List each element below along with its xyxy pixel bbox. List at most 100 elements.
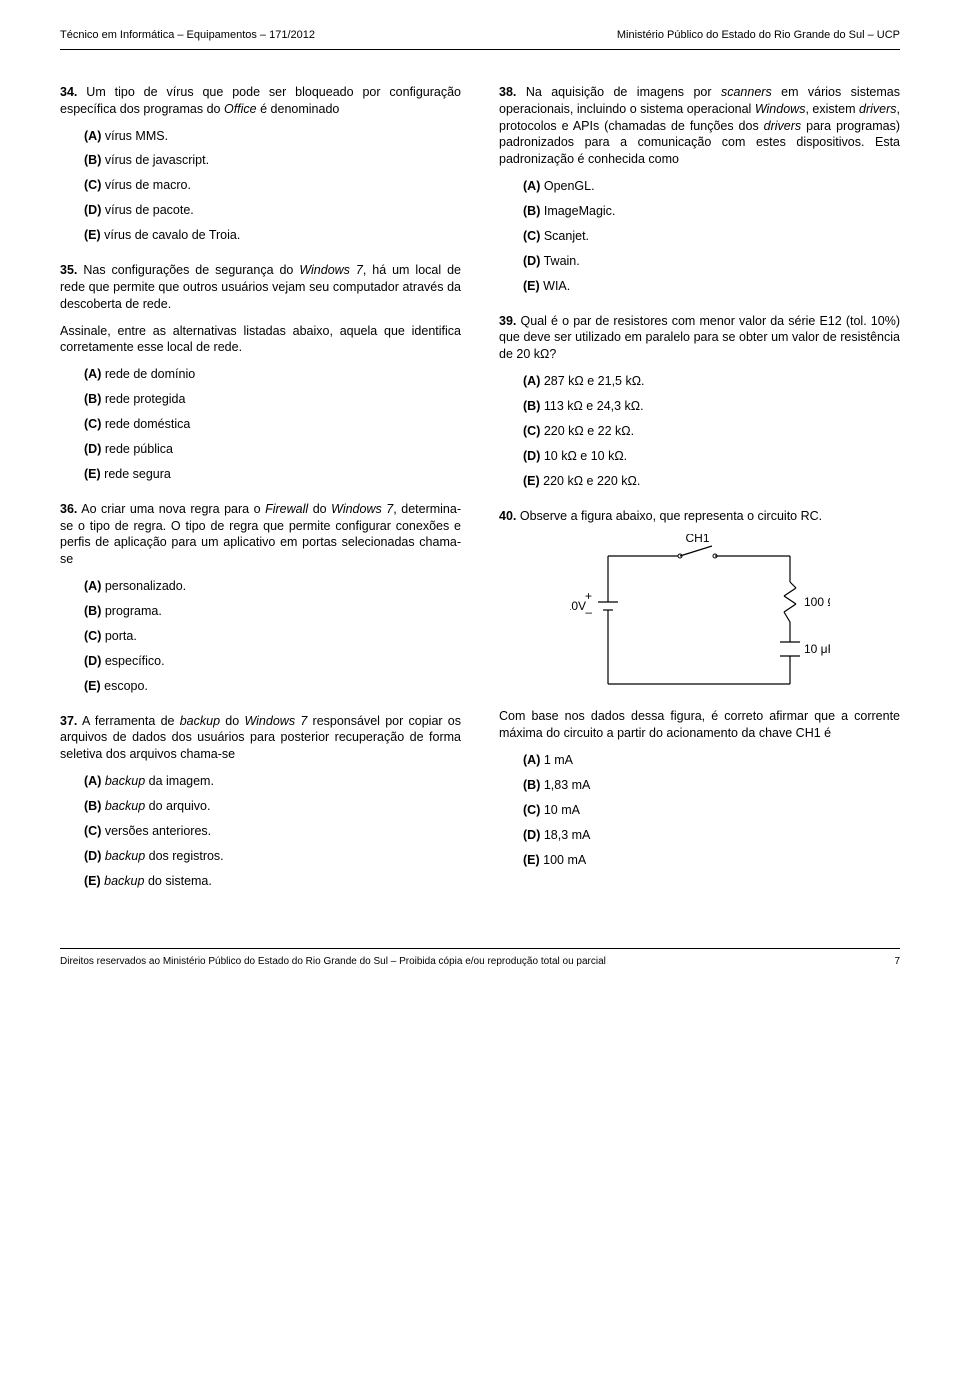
q39-body: Qual é o par de resistores com menor val…	[499, 314, 900, 362]
q35-pre: Nas configurações de segurança do	[83, 263, 299, 277]
q34-alt-e: (E) vírus de cavalo de Troia.	[60, 227, 461, 244]
header-right: Ministério Público do Estado do Rio Gran…	[617, 28, 900, 43]
q36-d: específico.	[105, 654, 165, 668]
q40-e: 100 mA	[543, 853, 586, 867]
q37-pre: A ferramenta de	[82, 714, 180, 728]
q36-alt-c: (C) porta.	[60, 628, 461, 645]
q36-pre: Ao criar uma nova regra para o	[81, 502, 265, 516]
alt-label-e: (E)	[523, 279, 540, 293]
alt-label-c: (C)	[523, 803, 540, 817]
alt-label-e: (E)	[84, 228, 101, 242]
alt-label-d: (D)	[523, 254, 540, 268]
alt-label-c: (C)	[84, 178, 101, 192]
content-columns: 34. Um tipo de vírus que pode ser bloque…	[60, 84, 900, 908]
q35-c: rede doméstica	[105, 417, 190, 431]
q35-alt-b: (B) rede protegida	[60, 391, 461, 408]
q34-alt-c: (C) vírus de macro.	[60, 177, 461, 194]
q36-e: escopo.	[104, 679, 148, 693]
q40-d: 18,3 mA	[544, 828, 591, 842]
q37-alt-d: (D) backup dos registros.	[60, 848, 461, 865]
right-column: 38. Na aquisição de imagens por scanners…	[499, 84, 900, 908]
alt-label-a: (A)	[84, 367, 101, 381]
q38-alt-a: (A) OpenGL.	[499, 178, 900, 195]
q39-text: 39. Qual é o par de resistores com menor…	[499, 313, 900, 364]
alt-label-a: (A)	[84, 774, 101, 788]
q36-num: 36.	[60, 502, 77, 516]
circuit-svg: CH1+–10V100 Ω10 μF	[570, 534, 830, 694]
alt-label-e: (E)	[523, 853, 540, 867]
q37-a-it: backup	[105, 774, 145, 788]
alt-label-b: (B)	[523, 778, 540, 792]
question-40: 40. Observe a figura abaixo, que represe…	[499, 508, 900, 869]
alt-label-b: (B)	[84, 799, 101, 813]
q39-d: 10 kΩ e 10 kΩ.	[544, 449, 627, 463]
q39-alt-e: (E) 220 kΩ e 220 kΩ.	[499, 473, 900, 490]
q37-c: versões anteriores.	[105, 824, 211, 838]
q38-num: 38.	[499, 85, 516, 99]
q35-a: rede de domínio	[105, 367, 195, 381]
q37-e-it: backup	[104, 874, 144, 888]
q38-d: Twain.	[544, 254, 580, 268]
q34-alt-d: (D) vírus de pacote.	[60, 202, 461, 219]
alt-label-c: (C)	[84, 417, 101, 431]
q38-e: WIA.	[543, 279, 570, 293]
alt-label-a: (A)	[84, 129, 101, 143]
q34-b: vírus de javascript.	[105, 153, 209, 167]
alt-label-c: (C)	[523, 424, 540, 438]
svg-text:CH1: CH1	[685, 534, 709, 545]
q35-alt-a: (A) rede de domínio	[60, 366, 461, 383]
alt-label-e: (E)	[84, 467, 101, 481]
q35-sub: Assinale, entre as alternativas listadas…	[60, 323, 461, 357]
q37-alt-a: (A) backup da imagem.	[60, 773, 461, 790]
q39-alt-a: (A) 287 kΩ e 21,5 kΩ.	[499, 373, 900, 390]
alt-label-c: (C)	[84, 629, 101, 643]
q36-alt-e: (E) escopo.	[60, 678, 461, 695]
q37-alt-b: (B) backup do arquivo.	[60, 798, 461, 815]
svg-text:10 μF: 10 μF	[804, 642, 830, 656]
alt-label-e: (E)	[84, 679, 101, 693]
q40-b: 1,83 mA	[544, 778, 591, 792]
question-35: 35. Nas configurações de segurança do Wi…	[60, 262, 461, 483]
q37-d-post: dos registros.	[145, 849, 224, 863]
q38-alt-e: (E) WIA.	[499, 278, 900, 295]
q40-sub: Com base nos dados dessa figura, é corre…	[499, 708, 900, 742]
alt-label-e: (E)	[523, 474, 540, 488]
q37-italic1: backup	[180, 714, 220, 728]
q39-alt-d: (D) 10 kΩ e 10 kΩ.	[499, 448, 900, 465]
q34-c: vírus de macro.	[105, 178, 191, 192]
q35-alt-e: (E) rede segura	[60, 466, 461, 483]
q35-italic1: Windows 7	[299, 263, 363, 277]
q34-text: 34. Um tipo de vírus que pode ser bloque…	[60, 84, 461, 118]
q38-m2: , existem	[805, 102, 859, 116]
alt-label-d: (D)	[84, 203, 101, 217]
alt-label-d: (D)	[84, 849, 101, 863]
footer-page-number: 7	[894, 955, 900, 969]
alt-label-a: (A)	[523, 753, 540, 767]
q37-italic2: Windows 7	[244, 714, 307, 728]
q40-alt-c: (C) 10 mA	[499, 802, 900, 819]
q34-alt-a: (A) vírus MMS.	[60, 128, 461, 145]
svg-text:10V: 10V	[570, 599, 586, 613]
q40-alt-b: (B) 1,83 mA	[499, 777, 900, 794]
q36-italic1: Firewall	[265, 502, 308, 516]
q34-e: vírus de cavalo de Troia.	[104, 228, 240, 242]
q36-alt-d: (D) específico.	[60, 653, 461, 670]
q34-d: vírus de pacote.	[105, 203, 194, 217]
q39-e: 220 kΩ e 220 kΩ.	[543, 474, 640, 488]
q37-a-post: da imagem.	[145, 774, 214, 788]
q39-alt-b: (B) 113 kΩ e 24,3 kΩ.	[499, 398, 900, 415]
alt-label-b: (B)	[84, 604, 101, 618]
q35-b: rede protegida	[105, 392, 186, 406]
page-footer: Direitos reservados ao Ministério Públic…	[60, 948, 900, 969]
q35-text: 35. Nas configurações de segurança do Wi…	[60, 262, 461, 313]
question-36: 36. Ao criar uma nova regra para o Firew…	[60, 501, 461, 695]
alt-label-d: (D)	[84, 654, 101, 668]
q40-c: 10 mA	[544, 803, 580, 817]
q40-alt-a: (A) 1 mA	[499, 752, 900, 769]
alt-label-b: (B)	[523, 399, 540, 413]
q37-text: 37. A ferramenta de backup do Windows 7 …	[60, 713, 461, 764]
alt-label-b: (B)	[523, 204, 540, 218]
alt-label-d: (D)	[84, 442, 101, 456]
question-39: 39. Qual é o par de resistores com menor…	[499, 313, 900, 490]
q38-a: OpenGL.	[544, 179, 595, 193]
